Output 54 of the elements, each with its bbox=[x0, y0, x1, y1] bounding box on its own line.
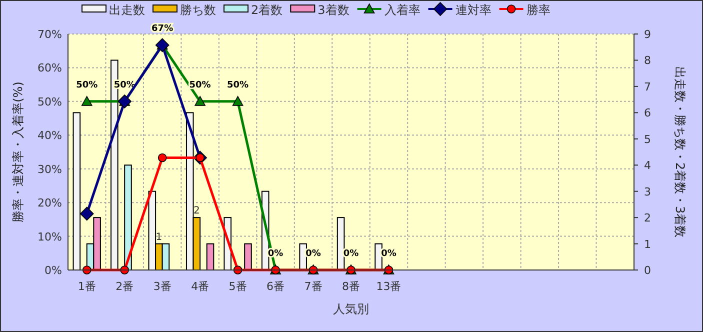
x-tick-label: 4番 bbox=[191, 280, 210, 293]
data-label: 50% bbox=[76, 80, 98, 90]
legend-label: 2着数 bbox=[251, 3, 283, 17]
x-tick-label: 2番 bbox=[116, 280, 134, 293]
y2-tick-label: 8 bbox=[644, 54, 651, 68]
x-tick-label: 3番 bbox=[153, 280, 172, 293]
point bbox=[81, 96, 92, 106]
y-tick-label: 40% bbox=[38, 129, 62, 142]
y2-tick-label: 3 bbox=[644, 185, 651, 198]
legend-label: 勝率 bbox=[526, 3, 550, 17]
y-axis-title: 勝率・連対率・入着率(%) bbox=[11, 82, 25, 222]
y2-tick-label: 9 bbox=[644, 28, 651, 41]
y-tick-label: 30% bbox=[38, 162, 62, 176]
y2-tick-label: 5 bbox=[644, 132, 651, 146]
data-label: 67% bbox=[152, 24, 174, 34]
y2-tick-label: 6 bbox=[644, 106, 651, 120]
x-tick-label: 7番 bbox=[304, 280, 322, 293]
y-tick-label: 50% bbox=[38, 95, 62, 108]
y-tick-label: 10% bbox=[38, 230, 62, 244]
y2-tick-label: 7 bbox=[644, 80, 651, 94]
legend-label: 3着数 bbox=[318, 3, 350, 17]
bar bbox=[244, 243, 252, 270]
x-axis-title: 人気別 bbox=[333, 302, 369, 316]
x-tick-label: 6番 bbox=[266, 280, 285, 293]
bar bbox=[124, 164, 132, 270]
bar bbox=[206, 243, 214, 270]
y2-tick-label: 0 bbox=[644, 264, 651, 277]
point bbox=[80, 206, 94, 221]
y2-tick-label: 4 bbox=[644, 159, 651, 172]
point bbox=[158, 153, 167, 162]
bar bbox=[336, 217, 345, 270]
data-label: 1 bbox=[156, 232, 162, 243]
point bbox=[155, 38, 170, 52]
x-tick-label: 8番 bbox=[342, 280, 360, 293]
x-tick-label: 5番 bbox=[228, 280, 247, 293]
x-tick-label: 13番 bbox=[376, 280, 402, 293]
data-label: 2 bbox=[193, 206, 200, 217]
y-tick-label: 0% bbox=[44, 264, 62, 277]
y2-tick-label: 2 bbox=[644, 212, 651, 225]
point bbox=[194, 96, 206, 106]
legend-label: 出走数 bbox=[109, 3, 145, 17]
x-tick-label: 1番 bbox=[78, 280, 96, 293]
data-label: 50% bbox=[227, 80, 249, 90]
data-label: 50% bbox=[189, 80, 211, 90]
legend-label: 勝ち数 bbox=[180, 3, 216, 17]
y2-axis-title: 出走数・勝ち数・2着数・3着数 bbox=[673, 66, 687, 238]
y-tick-label: 60% bbox=[38, 62, 62, 75]
y-tick-label: 20% bbox=[38, 196, 62, 210]
legend-label: 連対率 bbox=[455, 3, 492, 17]
point bbox=[232, 96, 244, 106]
y-tick-label: 70% bbox=[38, 28, 62, 41]
y2-tick-label: 1 bbox=[644, 238, 651, 251]
point bbox=[118, 94, 132, 108]
legend-label: 入着率 bbox=[384, 3, 420, 17]
